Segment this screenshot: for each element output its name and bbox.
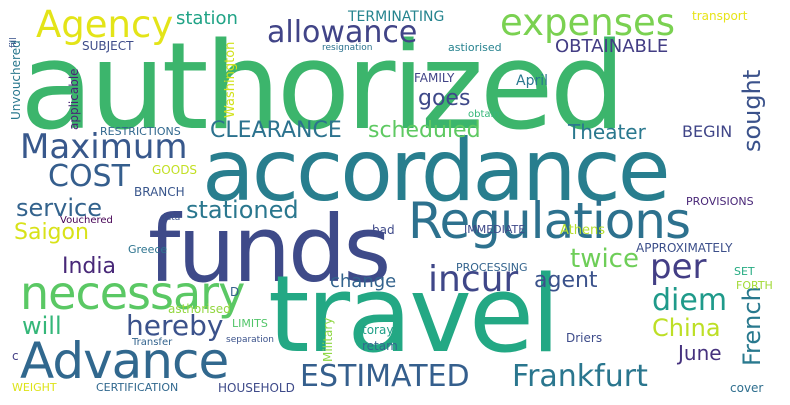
word-greece: Greece xyxy=(128,243,168,256)
word-forth: FORTH xyxy=(736,279,773,292)
word-subject: SUBJECT xyxy=(82,39,134,53)
word-india: India xyxy=(62,254,116,279)
word-china: China xyxy=(652,314,721,342)
word-incur: incur xyxy=(428,259,519,300)
word-terminating: TERMINATING xyxy=(348,9,445,25)
word-begin: BEGIN xyxy=(682,122,733,141)
word-maximum: Maximum xyxy=(20,127,188,167)
word-scheduled: scheduled xyxy=(368,118,481,143)
word-branch: BRANCH xyxy=(134,185,185,199)
word-french: French xyxy=(738,286,766,366)
word-frankfurt: Frankfurt xyxy=(512,359,648,394)
word-cover: cover xyxy=(730,381,764,395)
word-separation: separation xyxy=(226,335,274,345)
word-processing: PROCESSING xyxy=(456,261,528,274)
word-goes: goes xyxy=(418,86,471,111)
word-estimated: ESTIMATED xyxy=(300,359,470,394)
word-athens: Athens xyxy=(560,223,606,238)
word-driers: Driers xyxy=(566,331,603,345)
word-obtain: obtain xyxy=(468,109,500,120)
word-approximately: APPROXIMATELY xyxy=(636,241,733,255)
word-agent: agent xyxy=(534,268,598,293)
word-d: D xyxy=(230,285,240,299)
word-necessary: necessary xyxy=(20,266,245,320)
word-resignation: resignation xyxy=(322,43,373,53)
word-set: SET xyxy=(734,265,755,278)
word-asthorised: asthorised xyxy=(168,302,231,316)
word-cost: COST xyxy=(48,159,130,194)
word-accordance: accordance xyxy=(202,121,671,221)
word-will: will xyxy=(22,312,62,340)
word-weight: WEIGHT xyxy=(12,381,57,394)
word-saigon: Saigon xyxy=(14,220,89,245)
word-certification: CERTIFICATION xyxy=(96,381,179,394)
word-stationed: stationed xyxy=(186,196,299,224)
word-per: per xyxy=(650,247,707,287)
word-washington: Washington xyxy=(223,41,238,118)
word-authorized: authorized xyxy=(20,18,626,157)
word-toray: toray xyxy=(362,323,394,337)
word-hereby: hereby xyxy=(126,309,224,342)
word-allowance: allowance xyxy=(267,15,418,50)
word-advance: Advance xyxy=(20,332,229,390)
word-april: April xyxy=(516,73,548,89)
word-data: data xyxy=(160,213,181,223)
word-immediate: IMMEDIATE xyxy=(464,223,526,236)
word-provisions: PROVISIONS xyxy=(686,195,754,208)
word-obtainable: OBTAINABLE xyxy=(555,36,669,57)
word-transport: transport xyxy=(692,9,748,23)
word-goods: GOODS xyxy=(152,163,198,177)
word-twice: twice xyxy=(570,244,639,274)
word-limits: LIMITS xyxy=(232,317,268,330)
word-service: service xyxy=(16,194,102,222)
word-military: Military xyxy=(321,317,335,362)
word-change: change xyxy=(330,271,397,292)
word-expenses: expenses xyxy=(500,1,676,44)
word-station: station xyxy=(176,8,238,29)
word-vouchered: Vouchered xyxy=(60,215,113,226)
word-transfer: Transfer xyxy=(132,337,173,348)
word-clearance: CLEARANCE xyxy=(210,118,342,143)
word-applicable: applicable xyxy=(67,68,81,130)
word-astiorised: astiorised xyxy=(448,41,502,54)
word-c: c xyxy=(12,349,19,363)
word-funds: funds xyxy=(148,196,391,303)
word-sought: sought xyxy=(738,69,766,152)
word-fill: fill xyxy=(9,37,19,48)
word-regulations: Regulations xyxy=(408,192,691,250)
word-unvouchered: Unvouchered xyxy=(9,40,23,120)
word-restrictions: RESTRICTIONS xyxy=(100,125,181,138)
word-bad: bad xyxy=(372,223,395,237)
word-theater: Theater xyxy=(568,120,646,144)
word-diem: diem xyxy=(652,283,728,318)
word-family: FAMILY xyxy=(414,71,455,85)
word-june: June xyxy=(678,341,722,365)
word-retam: retam xyxy=(362,339,398,353)
word-agency: Agency xyxy=(36,3,174,46)
word-travel: travel xyxy=(268,253,560,376)
word-household: HOUSEHOLD xyxy=(218,381,295,395)
